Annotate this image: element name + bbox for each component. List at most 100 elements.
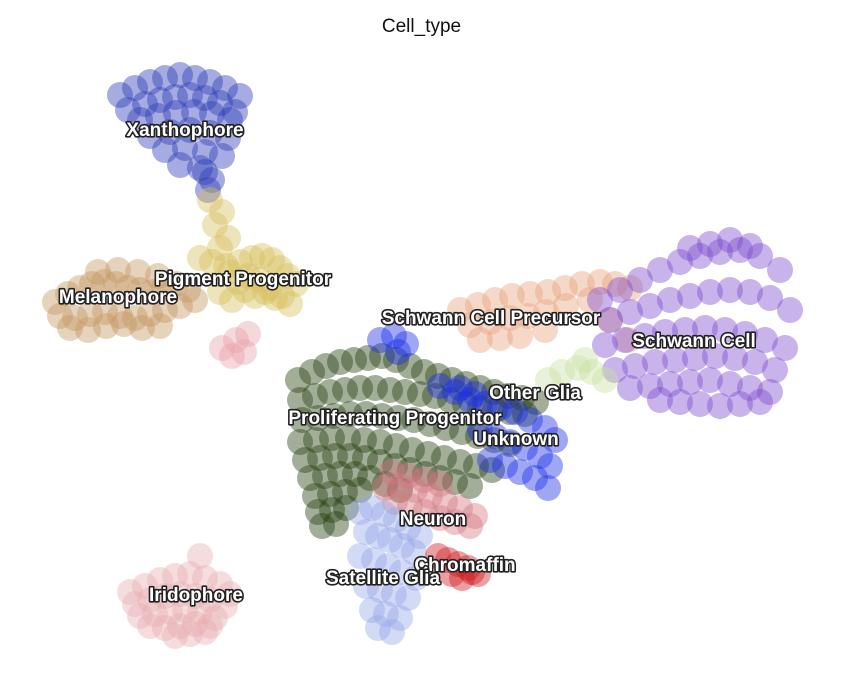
data-point: [157, 599, 183, 625]
data-point: [122, 305, 148, 331]
data-point: [439, 561, 465, 587]
data-point: [395, 463, 421, 489]
data-point: [482, 423, 508, 449]
data-point: [512, 401, 538, 427]
data-point: [487, 325, 513, 351]
data-point: [425, 543, 451, 569]
data-point: [55, 281, 81, 307]
series-chromaffin: [425, 543, 491, 591]
data-point: [737, 279, 763, 305]
data-point: [462, 381, 488, 407]
data-point: [542, 427, 568, 453]
data-point: [447, 449, 473, 475]
data-point: [145, 103, 171, 129]
data-point: [163, 271, 189, 297]
data-point: [512, 435, 538, 461]
data-point: [481, 379, 507, 405]
data-point: [762, 357, 788, 383]
data-point: [532, 415, 558, 441]
data-point: [365, 523, 391, 549]
data-point: [477, 309, 503, 335]
data-point: [677, 235, 703, 261]
data-point: [129, 315, 155, 341]
data-point: [377, 527, 403, 553]
data-point: [92, 299, 118, 325]
data-point: [223, 327, 249, 353]
data-point: [172, 135, 198, 161]
data-point: [427, 465, 453, 491]
data-point: [239, 245, 265, 271]
data-point: [257, 275, 283, 301]
data-point: [449, 565, 475, 591]
data-point: [425, 363, 451, 389]
data-point: [479, 457, 505, 483]
chart-title: Cell_type: [381, 16, 462, 37]
data-point: [417, 411, 443, 437]
data-point: [111, 311, 137, 337]
data-point: [602, 357, 628, 383]
series-proliferating-progenitor: [285, 343, 549, 539]
data-point: [79, 271, 105, 297]
data-point: [361, 547, 387, 573]
data-point: [385, 405, 411, 431]
data-point: [307, 445, 333, 471]
data-point: [747, 243, 773, 269]
cluster-label: Chromaffin: [414, 555, 515, 576]
data-point: [341, 347, 367, 373]
cluster-label: Melanophore: [59, 287, 177, 308]
data-point: [353, 519, 379, 545]
data-point: [137, 123, 163, 149]
data-point: [313, 353, 339, 379]
data-point: [142, 601, 168, 627]
data-point: [617, 375, 643, 401]
data-point: [147, 313, 173, 339]
data-point: [215, 225, 241, 251]
data-point: [163, 100, 189, 126]
data-point: [572, 347, 598, 373]
data-point: [283, 271, 309, 297]
data-point: [677, 283, 703, 309]
cluster-label: Schwann Cell: [632, 331, 756, 352]
data-point: [207, 279, 233, 305]
data-point: [397, 457, 423, 483]
data-point: [647, 257, 673, 283]
data-point: [317, 481, 343, 507]
data-point: [132, 91, 158, 117]
data-point: [152, 583, 178, 609]
data-point: [235, 263, 261, 289]
data-point: [401, 407, 427, 433]
data-point: [162, 623, 188, 649]
series-schwann-cell-precursor: [447, 269, 643, 353]
data-point: [145, 263, 171, 289]
labels-layer: Xanthophore Pigment ProgenitorMelanophore…: [57, 118, 757, 607]
data-point: [382, 489, 408, 515]
data-point: [407, 381, 433, 407]
data-point: [397, 353, 423, 379]
data-point: [395, 515, 421, 541]
data-point: [187, 155, 213, 181]
data-point: [622, 353, 648, 379]
data-point: [299, 359, 325, 385]
data-point: [453, 371, 479, 397]
data-point: [197, 187, 223, 213]
data-point: [767, 257, 793, 283]
data-point: [353, 573, 379, 599]
data-point: [467, 327, 493, 353]
data-point: [371, 501, 397, 527]
data-point: [502, 399, 528, 425]
data-point: [385, 339, 411, 365]
data-point: [431, 445, 457, 471]
data-point: [642, 349, 668, 375]
data-point: [652, 319, 678, 345]
data-point: [499, 283, 525, 309]
data-point: [717, 371, 743, 397]
data-point: [449, 419, 475, 445]
cluster-label: Satellite Glia: [326, 568, 440, 589]
data-point: [127, 107, 153, 133]
data-point: [717, 227, 743, 253]
data-point: [515, 303, 541, 329]
data-point: [347, 543, 373, 569]
data-point: [442, 469, 468, 495]
data-point: [202, 212, 228, 238]
data-point: [85, 259, 111, 285]
